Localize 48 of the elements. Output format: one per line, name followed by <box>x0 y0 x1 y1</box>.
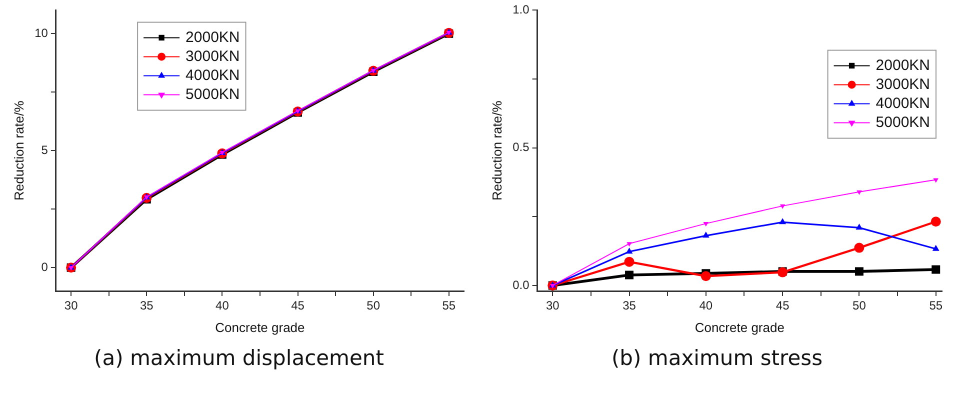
point <box>930 216 941 227</box>
point <box>779 218 786 224</box>
point <box>703 222 709 227</box>
y-axis-title: Reduction rate/% <box>489 100 504 200</box>
x-tick-label: 45 <box>291 298 305 313</box>
legend-label: 3000KN <box>186 48 240 65</box>
x-tick-label: 30 <box>546 298 560 313</box>
x-tick-label: 35 <box>622 298 636 313</box>
point <box>854 242 864 253</box>
point <box>932 244 940 251</box>
point <box>854 267 864 276</box>
point <box>780 204 786 209</box>
legend-label: 2000KN <box>876 56 930 74</box>
y-tick-label: 5 <box>41 142 48 157</box>
legend-label: 5000KN <box>876 114 930 131</box>
point <box>932 265 940 274</box>
x-tick-label: 50 <box>366 298 380 313</box>
text: (a) maximum displacement <box>94 346 384 370</box>
x-tick-label: 55 <box>929 298 943 313</box>
x-tick-label: 40 <box>216 298 230 313</box>
legend-label: 3000KN <box>876 76 930 93</box>
legend-label: 2000KN <box>186 28 240 46</box>
y-tick-label: 1.0 <box>512 2 530 17</box>
legend-label: 5000KN <box>186 86 240 103</box>
y-tick-label: 0 <box>41 260 48 274</box>
point <box>625 270 634 280</box>
y-tick-label: 0.5 <box>512 140 530 154</box>
legend-label: 4000KN <box>186 66 240 84</box>
y-tick-label: 10 <box>34 26 48 40</box>
x-axis-title: Concrete grade <box>215 320 305 335</box>
x-tick-label: 30 <box>64 298 78 313</box>
x-tick-label: 35 <box>140 298 154 313</box>
point <box>700 271 711 282</box>
point <box>624 256 634 267</box>
legend-label: 4000KN <box>876 94 930 112</box>
point <box>626 248 633 254</box>
y-axis-title: Reduction rate/% <box>11 100 26 200</box>
x-axis-title: Concrete grade <box>694 320 784 335</box>
point <box>702 232 710 238</box>
x-tick-label: 40 <box>699 298 713 313</box>
point <box>626 242 632 247</box>
point <box>856 224 863 230</box>
text: (b) maximum stress <box>611 346 823 370</box>
x-tick-label: 45 <box>776 298 790 313</box>
x-tick-label: 55 <box>442 298 456 313</box>
x-tick-label: 50 <box>852 298 866 313</box>
point <box>856 190 862 195</box>
y-tick-label: 0.0 <box>512 278 530 292</box>
